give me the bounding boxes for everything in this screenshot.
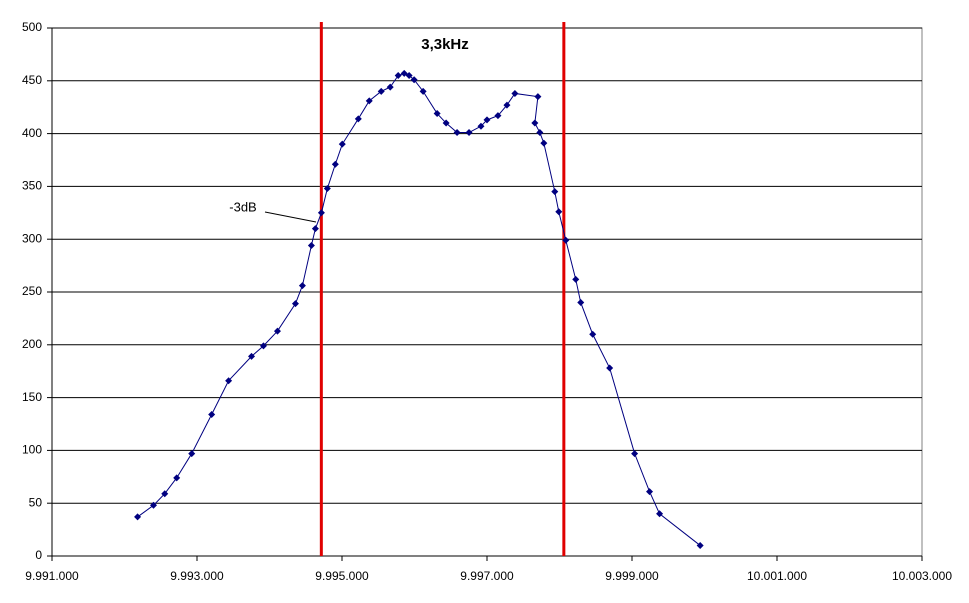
annotation: -3dB (229, 199, 256, 214)
data-point (259, 342, 267, 350)
data-point (225, 377, 233, 385)
data-point (400, 69, 408, 77)
data-point (696, 541, 704, 549)
data-point (338, 140, 346, 148)
data-point (442, 119, 450, 127)
data-point (494, 112, 502, 120)
data-point (311, 225, 319, 233)
data-point (307, 242, 315, 250)
data-point (331, 160, 339, 168)
y-tick-label: 250 (22, 284, 42, 298)
data-point (354, 115, 362, 123)
data-point (534, 93, 542, 101)
data-point (419, 87, 427, 95)
x-tick-label: 10.003.000 (892, 569, 952, 583)
data-point (208, 410, 216, 418)
data-point (150, 501, 157, 509)
x-tick-label: 9.999.000 (605, 569, 659, 583)
data-point (555, 208, 563, 216)
data-point (188, 450, 196, 458)
data-point (562, 236, 570, 244)
data-point (589, 330, 597, 338)
data-point (291, 300, 299, 308)
data-point (536, 129, 544, 137)
data-point (453, 129, 461, 137)
data-point (377, 87, 385, 95)
data-point (365, 97, 373, 105)
y-tick-label: 50 (29, 495, 43, 509)
data-point (606, 364, 614, 372)
data-point (405, 72, 413, 80)
data-point (161, 490, 169, 498)
data-point (503, 101, 511, 109)
data-point (317, 209, 325, 217)
x-tick-label: 9.995.000 (315, 569, 369, 583)
y-tick-label: 150 (22, 390, 42, 404)
data-point (540, 139, 548, 147)
x-tick-label: 9.993.000 (170, 569, 224, 583)
y-tick-label: 500 (22, 20, 42, 34)
y-tick-label: 200 (22, 337, 42, 351)
data-point (410, 76, 418, 84)
data-point (323, 185, 331, 193)
data-point (572, 275, 580, 283)
data-point (531, 119, 539, 127)
data-point (465, 129, 473, 137)
data-point (273, 327, 281, 335)
data-point (511, 89, 519, 97)
data-point (173, 474, 181, 482)
y-tick-label: 0 (35, 548, 42, 562)
data-point (134, 513, 142, 521)
data-point (477, 122, 485, 130)
data-point (483, 116, 491, 124)
data-point (631, 450, 639, 458)
data-point (298, 282, 306, 290)
data-point (433, 110, 441, 118)
data-point (577, 299, 585, 307)
x-tick-label: 10.001.000 (747, 569, 807, 583)
chart-title: 3,3kHz (421, 36, 469, 53)
y-tick-label: 400 (22, 126, 42, 140)
data-point (394, 72, 402, 80)
data-point (248, 352, 256, 360)
data-point (646, 488, 654, 496)
y-tick-label: 300 (22, 231, 42, 245)
x-tick-label: 9.991.000 (25, 569, 79, 583)
y-tick-label: 350 (22, 179, 42, 193)
y-tick-label: 450 (22, 73, 42, 87)
annotation-leader (264, 211, 317, 223)
data-point (656, 510, 664, 518)
y-tick-label: 100 (22, 443, 42, 457)
x-tick-label: 9.997.000 (460, 569, 514, 583)
data-point (551, 188, 559, 196)
data-point (386, 83, 394, 91)
